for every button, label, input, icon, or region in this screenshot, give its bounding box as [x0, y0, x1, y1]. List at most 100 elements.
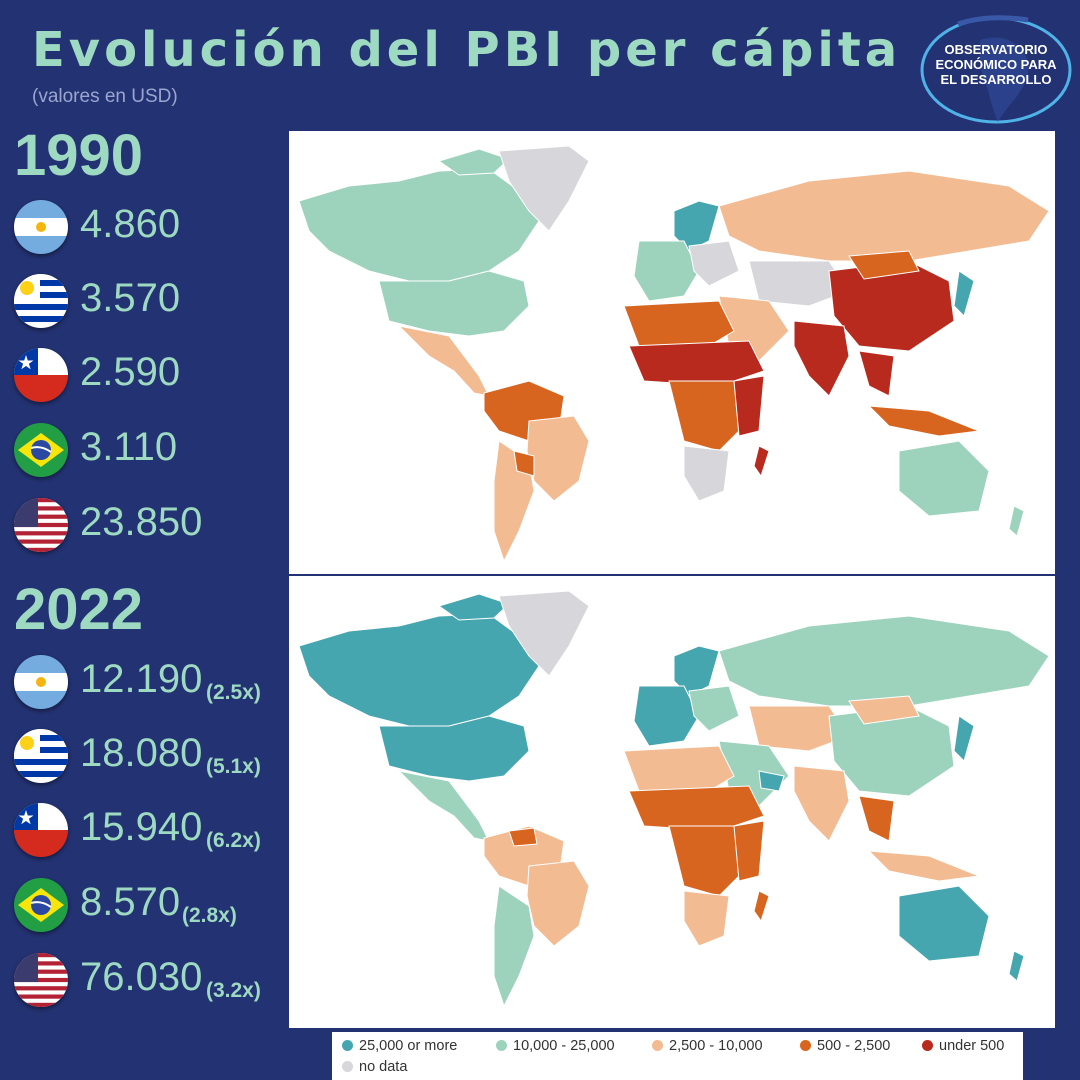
map-usa — [378, 270, 530, 337]
growth-multiplier: (6.2x) — [206, 829, 261, 852]
map-southeast-asia — [858, 795, 895, 842]
logo-line-1: OBSERVATORIO — [944, 42, 1048, 57]
map-new-zealand — [1008, 505, 1025, 537]
map-sahel — [628, 340, 765, 387]
map-gulf-states — [758, 770, 785, 792]
map-legend: 25,000 or more 10,000 - 25,000 2,500 - 1… — [332, 1032, 1023, 1080]
gdp-value: 2.590 — [80, 350, 181, 394]
legend-item: no data — [342, 1059, 407, 1075]
map-central-asia — [748, 705, 850, 752]
usa-flag-icon — [14, 498, 68, 552]
map-western-europe — [633, 240, 700, 302]
legend-item: 10,000 - 25,000 — [496, 1038, 615, 1054]
growth-multiplier: (5.1x) — [206, 755, 261, 778]
map-canada — [298, 168, 540, 282]
year-heading-2022: 2022 — [14, 577, 144, 642]
map-mexico-central — [397, 770, 490, 842]
logo-line-3: EL DESARROLLO — [940, 72, 1052, 87]
gdp-value: 4.860 — [80, 202, 181, 246]
uruguay-flag-icon — [14, 729, 68, 783]
argentina-flag-icon — [14, 655, 68, 709]
map-scandinavia — [673, 200, 720, 252]
map-north-africa — [623, 300, 735, 347]
map-greenland — [498, 590, 590, 677]
map-india — [793, 320, 850, 397]
brazil-flag-icon — [14, 878, 68, 932]
map-brazil — [526, 860, 590, 947]
map-east-africa — [733, 375, 765, 437]
gdp-value: 15.940 — [80, 805, 203, 849]
growth-multiplier: (3.2x) — [206, 979, 261, 1002]
world-map-2022 — [289, 576, 1055, 1028]
map-south-america-south — [493, 885, 535, 1008]
world-map-1990 — [289, 131, 1055, 574]
logo-line-2: ECONÓMICO PARA — [935, 57, 1057, 72]
map-madagascar — [753, 445, 770, 478]
legend-swatch — [652, 1040, 663, 1051]
legend-swatch — [922, 1040, 933, 1051]
map-mongolia — [848, 695, 920, 725]
map-arctic-islands — [437, 593, 510, 621]
legend-label: under 500 — [939, 1038, 1005, 1054]
legend-label: no data — [359, 1059, 408, 1075]
gdp-value: 3.570 — [80, 276, 181, 320]
uruguay-flag-icon — [14, 274, 68, 328]
map-southern-africa — [683, 890, 730, 947]
legend-item: 25,000 or more — [342, 1038, 457, 1054]
map-new-zealand — [1008, 950, 1025, 982]
map-greenland — [498, 145, 590, 232]
legend-swatch — [496, 1040, 507, 1051]
legend-swatch — [342, 1061, 353, 1072]
argentina-flag-icon — [14, 200, 68, 254]
map-southeast-asia — [858, 350, 895, 397]
map-east-africa — [733, 820, 765, 882]
map-japan — [953, 715, 975, 762]
map-russia — [718, 615, 1050, 707]
legend-item: 2,500 - 10,000 — [652, 1038, 763, 1054]
gdp-value: 23.850 — [80, 500, 203, 544]
map-arctic-islands — [437, 148, 510, 176]
map-india — [793, 765, 850, 842]
map-mexico-central — [397, 325, 490, 397]
map-usa — [378, 715, 530, 782]
map-indonesia — [867, 850, 980, 882]
legend-item: under 500 — [922, 1038, 1004, 1054]
map-central-africa — [668, 380, 750, 452]
map-bolivia-paraguay — [513, 450, 535, 477]
map-madagascar — [753, 890, 770, 923]
year-heading-1990: 1990 — [14, 123, 144, 188]
map-scandinavia — [673, 645, 720, 697]
gdp-value: 8.570 — [80, 880, 181, 924]
legend-swatch — [800, 1040, 811, 1051]
map-eastern-europe — [688, 685, 740, 732]
gdp-value: 18.080 — [80, 731, 203, 775]
map-brazil — [526, 415, 590, 502]
map-north-africa — [623, 745, 735, 792]
page-subtitle: (valores en USD) — [32, 86, 178, 107]
map-venezuela — [508, 827, 538, 847]
growth-multiplier: (2.5x) — [206, 681, 261, 704]
legend-label: 25,000 or more — [359, 1038, 458, 1054]
legend-swatch — [342, 1040, 353, 1051]
legend-item: 500 - 2,500 — [800, 1038, 890, 1054]
legend-label: 2,500 - 10,000 — [669, 1038, 763, 1054]
growth-multiplier: (2.8x) — [182, 904, 237, 927]
map-indonesia — [867, 405, 980, 437]
map-australia — [898, 440, 990, 517]
legend-label: 10,000 - 25,000 — [513, 1038, 615, 1054]
usa-flag-icon — [14, 953, 68, 1007]
map-eastern-europe — [688, 240, 740, 287]
gdp-value: 3.110 — [80, 425, 178, 469]
brazil-flag-icon — [14, 423, 68, 477]
map-canada — [298, 613, 540, 727]
legend-label: 500 - 2,500 — [817, 1038, 891, 1054]
map-russia — [718, 170, 1050, 262]
page-title: Evolución del PBI per cápita — [32, 22, 902, 78]
map-central-africa — [668, 825, 750, 897]
gdp-value: 76.030 — [80, 955, 203, 999]
map-western-europe — [633, 685, 700, 747]
map-japan — [953, 270, 975, 317]
map-australia — [898, 885, 990, 962]
map-central-asia — [748, 260, 850, 307]
observatorio-logo: OBSERVATORIO ECONÓMICO PARA EL DESARROLL… — [918, 10, 1074, 128]
